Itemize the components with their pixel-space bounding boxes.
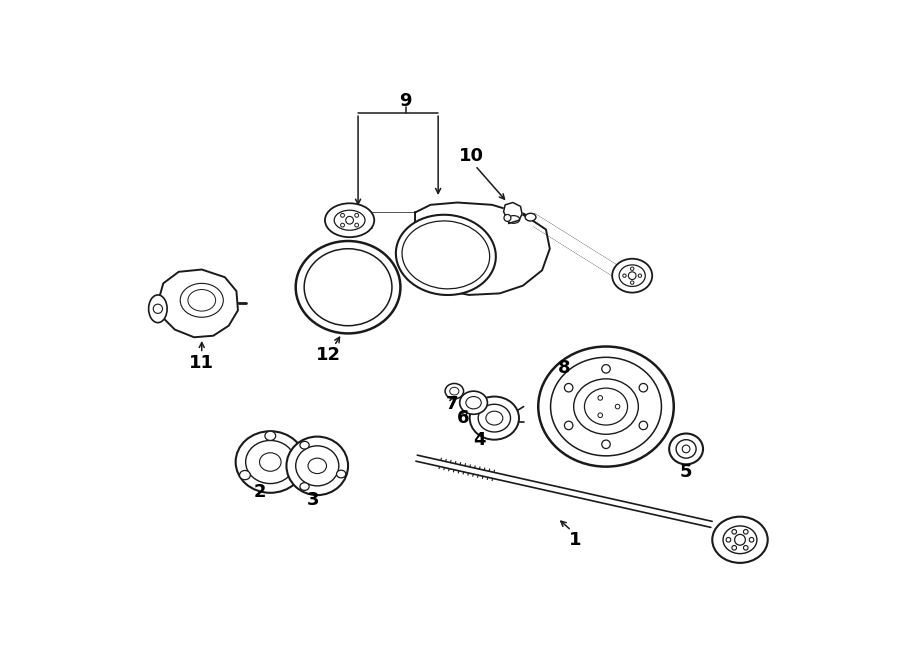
Ellipse shape bbox=[296, 241, 400, 333]
Ellipse shape bbox=[286, 437, 348, 495]
Ellipse shape bbox=[466, 397, 482, 409]
Circle shape bbox=[340, 214, 345, 217]
Ellipse shape bbox=[470, 397, 519, 440]
Ellipse shape bbox=[300, 442, 310, 449]
Circle shape bbox=[732, 529, 736, 534]
Ellipse shape bbox=[508, 215, 520, 223]
Text: 3: 3 bbox=[307, 490, 320, 509]
Ellipse shape bbox=[300, 483, 310, 490]
Ellipse shape bbox=[478, 405, 510, 432]
Ellipse shape bbox=[188, 290, 216, 311]
Ellipse shape bbox=[526, 214, 536, 221]
Circle shape bbox=[628, 272, 636, 280]
Circle shape bbox=[153, 304, 163, 313]
Circle shape bbox=[732, 545, 736, 550]
Text: 4: 4 bbox=[472, 431, 485, 449]
Ellipse shape bbox=[538, 346, 674, 467]
Circle shape bbox=[631, 281, 634, 284]
Circle shape bbox=[602, 440, 610, 449]
Circle shape bbox=[726, 537, 731, 542]
Circle shape bbox=[682, 445, 690, 453]
Polygon shape bbox=[158, 270, 238, 337]
Circle shape bbox=[598, 413, 602, 418]
Ellipse shape bbox=[259, 453, 281, 471]
Circle shape bbox=[602, 365, 610, 373]
Text: 1: 1 bbox=[569, 531, 581, 549]
Ellipse shape bbox=[712, 517, 768, 563]
Circle shape bbox=[355, 214, 358, 217]
Text: 9: 9 bbox=[400, 92, 412, 110]
Ellipse shape bbox=[246, 440, 295, 484]
Text: 8: 8 bbox=[558, 359, 571, 377]
Circle shape bbox=[564, 421, 573, 430]
Circle shape bbox=[639, 421, 648, 430]
Circle shape bbox=[340, 223, 345, 227]
Text: 2: 2 bbox=[253, 483, 266, 501]
Ellipse shape bbox=[573, 379, 638, 434]
Polygon shape bbox=[535, 214, 623, 282]
Ellipse shape bbox=[148, 295, 167, 323]
Circle shape bbox=[749, 537, 754, 542]
Text: 12: 12 bbox=[316, 346, 341, 364]
Ellipse shape bbox=[402, 221, 490, 289]
Polygon shape bbox=[504, 202, 522, 223]
Ellipse shape bbox=[450, 387, 459, 395]
Ellipse shape bbox=[584, 388, 627, 425]
Text: 5: 5 bbox=[680, 463, 692, 481]
Circle shape bbox=[355, 223, 358, 227]
Text: 10: 10 bbox=[459, 147, 484, 165]
Circle shape bbox=[564, 383, 573, 392]
Circle shape bbox=[598, 395, 602, 400]
Ellipse shape bbox=[296, 446, 338, 486]
Ellipse shape bbox=[551, 358, 662, 456]
Ellipse shape bbox=[486, 411, 503, 425]
Circle shape bbox=[734, 534, 745, 545]
Text: 7: 7 bbox=[446, 395, 458, 413]
Ellipse shape bbox=[236, 431, 305, 493]
Polygon shape bbox=[410, 202, 550, 295]
Circle shape bbox=[616, 405, 620, 409]
Circle shape bbox=[743, 545, 748, 550]
Ellipse shape bbox=[676, 440, 696, 458]
Ellipse shape bbox=[723, 526, 757, 554]
Ellipse shape bbox=[337, 470, 346, 478]
Ellipse shape bbox=[265, 431, 275, 440]
Circle shape bbox=[631, 267, 634, 270]
Ellipse shape bbox=[239, 471, 250, 480]
Circle shape bbox=[504, 214, 511, 221]
Ellipse shape bbox=[669, 434, 703, 464]
Ellipse shape bbox=[460, 391, 488, 414]
Ellipse shape bbox=[446, 383, 464, 399]
Circle shape bbox=[638, 274, 642, 278]
Ellipse shape bbox=[180, 284, 223, 317]
Ellipse shape bbox=[290, 471, 301, 480]
Circle shape bbox=[639, 383, 648, 392]
Text: 11: 11 bbox=[189, 354, 214, 371]
Ellipse shape bbox=[619, 265, 645, 286]
Ellipse shape bbox=[334, 210, 365, 230]
Ellipse shape bbox=[304, 249, 392, 326]
Circle shape bbox=[623, 274, 626, 278]
Ellipse shape bbox=[396, 215, 496, 295]
Ellipse shape bbox=[325, 204, 374, 237]
Ellipse shape bbox=[612, 258, 652, 293]
Ellipse shape bbox=[308, 458, 327, 473]
Circle shape bbox=[346, 216, 354, 224]
Circle shape bbox=[743, 529, 748, 534]
Text: 6: 6 bbox=[457, 409, 470, 427]
